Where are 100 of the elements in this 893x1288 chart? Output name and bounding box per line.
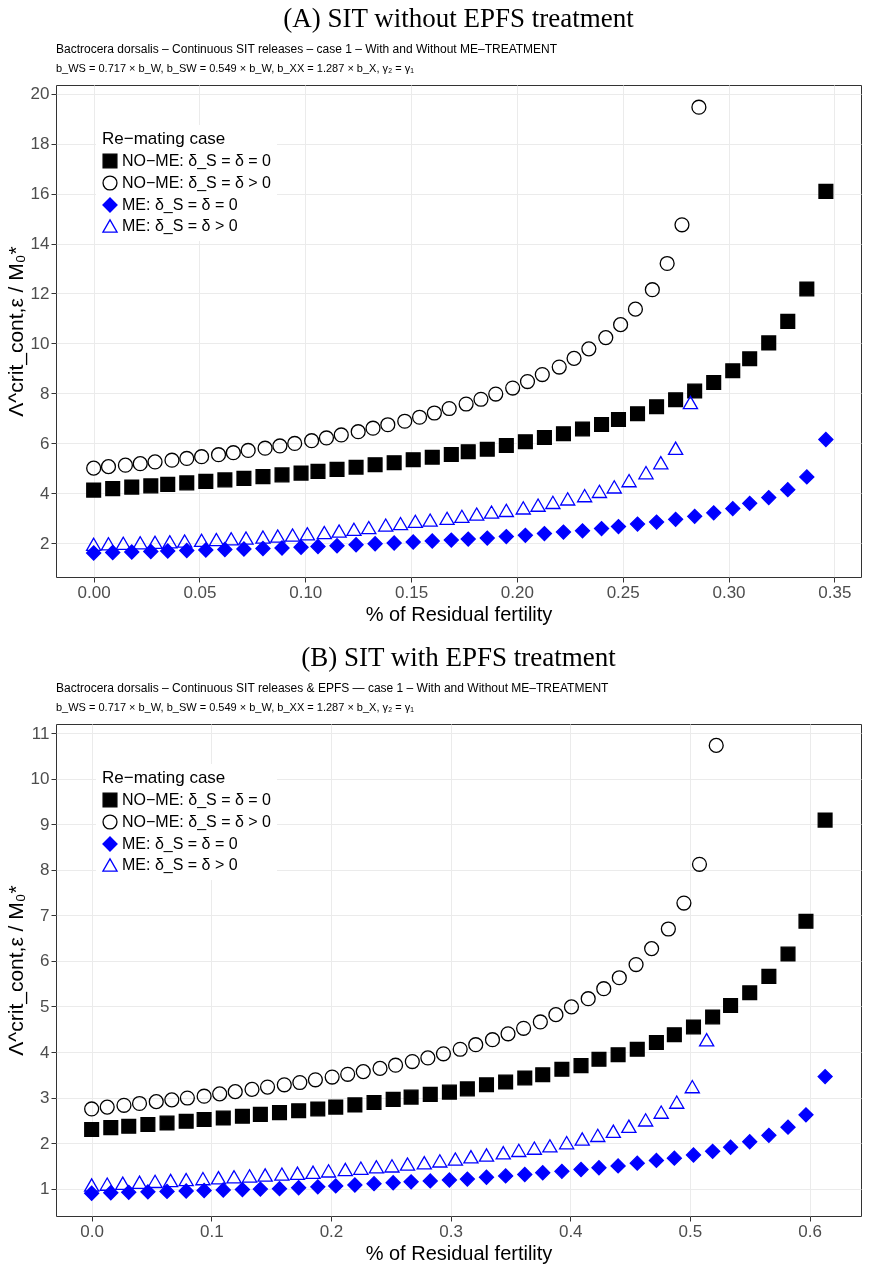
y-tick-label: 2 (40, 533, 50, 553)
point (505, 380, 521, 396)
point (176, 534, 193, 548)
point (515, 1020, 532, 1036)
point (347, 1177, 363, 1193)
point (193, 449, 210, 465)
point (648, 1034, 664, 1050)
point (817, 812, 833, 828)
point (691, 99, 707, 115)
x-tick-label: 0.3 (439, 1221, 463, 1241)
point (397, 413, 413, 429)
point (99, 1099, 115, 1115)
point (196, 1111, 212, 1127)
point (289, 1166, 306, 1180)
point (653, 1105, 669, 1119)
point (459, 1171, 476, 1187)
point (593, 520, 610, 537)
point (644, 941, 660, 957)
point (591, 484, 608, 499)
point (346, 522, 362, 537)
point (660, 921, 676, 937)
y-tick-label: 2 (40, 1133, 50, 1153)
point (159, 1183, 175, 1200)
point (131, 1175, 148, 1190)
point (420, 1050, 436, 1066)
point (463, 1150, 479, 1164)
point (685, 1147, 702, 1163)
point (621, 1119, 637, 1134)
point (594, 416, 610, 433)
point (195, 1171, 211, 1186)
point (403, 1089, 419, 1105)
y-tick-label: 11 (31, 723, 50, 743)
point (244, 1081, 260, 1097)
point (324, 1069, 340, 1085)
point (416, 1155, 432, 1170)
point (780, 1119, 796, 1135)
point (610, 518, 627, 535)
point (649, 399, 665, 415)
point (761, 489, 777, 506)
point (252, 1181, 269, 1197)
point (287, 435, 303, 452)
x-tick-label: 0.4 (558, 1221, 583, 1241)
point (548, 1007, 564, 1023)
point (685, 1019, 702, 1035)
point (318, 430, 335, 446)
point (723, 997, 739, 1014)
point (676, 895, 692, 911)
y-tick-label: 14 (30, 234, 50, 254)
point (348, 459, 364, 475)
point (422, 1086, 438, 1102)
point (100, 537, 117, 551)
point (196, 1088, 212, 1104)
point (255, 540, 271, 557)
chart-title: (B) SIT with EPFS treatment (301, 642, 617, 672)
legend-label: NO−ME: δ_S = δ > 0 (122, 813, 272, 831)
point (488, 386, 504, 402)
point (441, 1084, 457, 1100)
x-tick-label: 0.25 (606, 582, 640, 602)
point (274, 467, 290, 483)
point (333, 427, 349, 443)
point (255, 530, 271, 544)
y-tick-label: 1 (40, 1179, 50, 1199)
point (404, 1053, 420, 1070)
point (605, 1124, 622, 1139)
point (637, 1113, 654, 1127)
point (179, 475, 195, 491)
point (115, 536, 132, 551)
point (426, 405, 442, 421)
point (198, 473, 214, 489)
point (257, 1168, 273, 1182)
point (164, 452, 180, 468)
point (483, 505, 500, 519)
point (799, 469, 815, 485)
point (236, 470, 252, 486)
point (293, 539, 309, 555)
point (443, 532, 459, 548)
point (610, 1158, 626, 1174)
point (468, 1037, 484, 1053)
point (669, 1095, 685, 1109)
point (555, 426, 572, 442)
point (441, 1172, 458, 1188)
point (299, 527, 316, 541)
text: Bactrocera dorsalis – Continuous SIT releases – case 1 – With and Without ME–TREATMENT (56, 42, 558, 56)
point (320, 1164, 337, 1178)
point (555, 524, 572, 540)
point (648, 514, 665, 530)
point (86, 460, 102, 476)
point (407, 514, 424, 529)
point (132, 536, 148, 550)
point (193, 533, 210, 548)
point (272, 438, 288, 454)
point (573, 1058, 589, 1074)
point (399, 1157, 416, 1171)
point (210, 1170, 227, 1185)
point (581, 341, 597, 357)
text: b_WS = 0.717 × b_W, b_SW = 0.549 × b_W, b_XX = 1.287 × b_X, γ₂ = γ₁ (56, 701, 415, 713)
point (276, 1077, 292, 1093)
point (310, 1101, 326, 1117)
point (100, 459, 117, 475)
point (372, 1060, 388, 1076)
